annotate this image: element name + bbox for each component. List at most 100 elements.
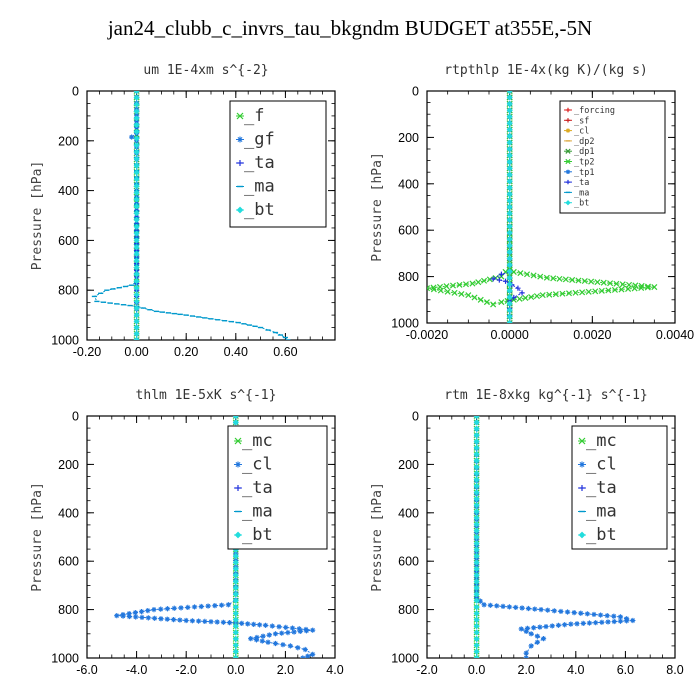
y-tick-label: 0 [72,85,79,99]
legend-label: _dp2 [574,137,594,147]
data-point [506,113,513,120]
data-point [516,295,523,302]
legend-marker [235,461,241,468]
data-point [551,608,557,614]
data-point [624,618,630,624]
data-point [272,631,279,637]
legend-label: _ma [574,188,589,198]
data-point [506,152,513,159]
legend-marker [565,118,571,123]
data-point [518,626,524,632]
data-point [473,559,480,566]
data-point [578,610,584,616]
data-point [581,278,588,285]
data-point [524,271,531,278]
data-point [546,291,553,298]
x-tick-label: 0.0 [468,663,485,677]
legend-marker [234,531,242,539]
y-tick-label: 0 [72,410,79,424]
data-point [543,623,549,630]
data-point [532,606,538,612]
data-point [593,620,599,626]
legend-label: _ta [586,478,617,498]
data-point [506,216,513,223]
data-point [506,274,513,281]
data-point [152,615,158,621]
data-point [534,633,540,639]
data-point [477,296,484,303]
data-point [183,617,189,624]
data-point [549,623,555,629]
data-point [133,94,140,101]
data-point [555,622,562,628]
data-point [473,597,480,604]
data-point [524,625,531,631]
data-point [133,223,140,230]
data-point [310,651,316,657]
data-point [619,281,626,288]
y-axis-label: Pressure [hPa] [370,482,385,592]
data-point [506,100,513,107]
data-point [145,608,151,614]
data-point [523,650,529,656]
data-point [506,133,513,140]
legend-marker [565,107,571,113]
legend-box [559,100,666,214]
data-point [133,155,140,162]
data-point [607,280,614,287]
data-point [133,169,140,176]
x-tick-label: 0.0000 [491,328,529,342]
legend-marker [236,206,244,214]
plot-title: rtpthlp 1E-4x(kg K)/(kg s) [444,63,648,78]
y-axis-label: Pressure [hPa] [30,161,45,271]
data-point [506,294,513,301]
data-point [644,284,651,291]
data-point [473,483,480,490]
data-point [473,540,480,547]
data-point [114,613,120,619]
y-tick-label: 200 [58,458,79,472]
data-point [212,603,218,609]
data-point [129,134,135,140]
y-tick-label: 600 [58,234,79,248]
x-tick-label: 4.0 [567,663,584,677]
series-line [116,416,314,658]
data-point [232,635,239,642]
data-point [443,283,450,290]
data-point [272,640,279,647]
data-point [487,602,493,608]
y-axis-label: Pressure [hPa] [370,152,385,262]
data-point [232,584,239,591]
data-point [232,654,239,658]
data-point [133,210,140,217]
legend-marker [565,158,571,165]
x-tick-label: 0.0 [227,663,244,677]
data-point [506,126,513,133]
data-point [506,158,513,165]
data-point [232,629,239,636]
data-point [133,318,140,325]
data-point [574,621,580,627]
data-point [498,271,504,277]
data-point [232,578,239,585]
data-point [611,618,617,625]
data-point [232,416,239,420]
data-point [473,508,480,515]
x-tick-label: 0.0020 [573,328,611,342]
data-point [427,285,431,292]
data-point [588,278,595,285]
data-point [276,624,282,630]
data-point [537,273,544,280]
x-tick-label: 8.0 [666,663,683,677]
data-point [490,301,497,308]
data-point [599,619,605,625]
x-tick-label: -2.0 [175,663,197,677]
data-point [289,625,296,631]
x-tick-label: 4.0 [326,663,343,677]
y-tick-label: 1000 [51,652,79,666]
data-point [550,275,557,282]
legend-marker [565,200,571,206]
legend: _mc _cl _ta _ma _bt [227,425,328,550]
data-point [506,604,512,610]
y-tick-label: 600 [398,224,419,238]
